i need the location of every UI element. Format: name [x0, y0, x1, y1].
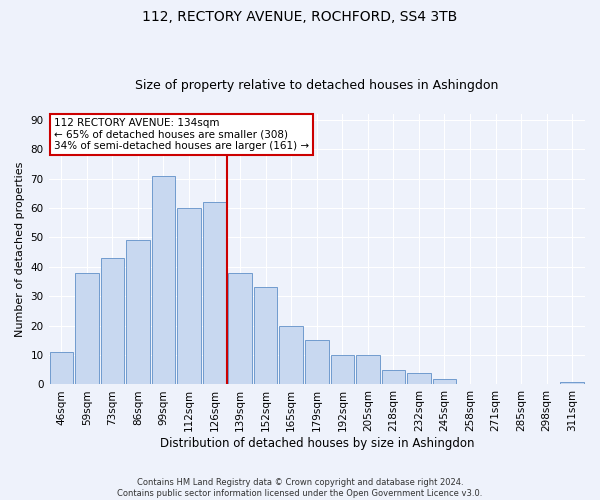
- Bar: [203, 202, 226, 384]
- Bar: [433, 378, 456, 384]
- Bar: [229, 272, 252, 384]
- Title: Size of property relative to detached houses in Ashingdon: Size of property relative to detached ho…: [135, 79, 499, 92]
- Text: 112, RECTORY AVENUE, ROCHFORD, SS4 3TB: 112, RECTORY AVENUE, ROCHFORD, SS4 3TB: [142, 10, 458, 24]
- Bar: [560, 382, 584, 384]
- Bar: [50, 352, 73, 384]
- Bar: [407, 372, 431, 384]
- X-axis label: Distribution of detached houses by size in Ashingdon: Distribution of detached houses by size …: [160, 437, 474, 450]
- Bar: [126, 240, 150, 384]
- Bar: [101, 258, 124, 384]
- Text: Contains HM Land Registry data © Crown copyright and database right 2024.
Contai: Contains HM Land Registry data © Crown c…: [118, 478, 482, 498]
- Bar: [177, 208, 201, 384]
- Bar: [280, 326, 303, 384]
- Bar: [75, 272, 98, 384]
- Bar: [382, 370, 405, 384]
- Text: 112 RECTORY AVENUE: 134sqm
← 65% of detached houses are smaller (308)
34% of sem: 112 RECTORY AVENUE: 134sqm ← 65% of deta…: [54, 118, 309, 152]
- Bar: [305, 340, 329, 384]
- Bar: [331, 355, 354, 384]
- Bar: [152, 176, 175, 384]
- Bar: [254, 288, 277, 384]
- Y-axis label: Number of detached properties: Number of detached properties: [15, 162, 25, 337]
- Bar: [356, 355, 380, 384]
